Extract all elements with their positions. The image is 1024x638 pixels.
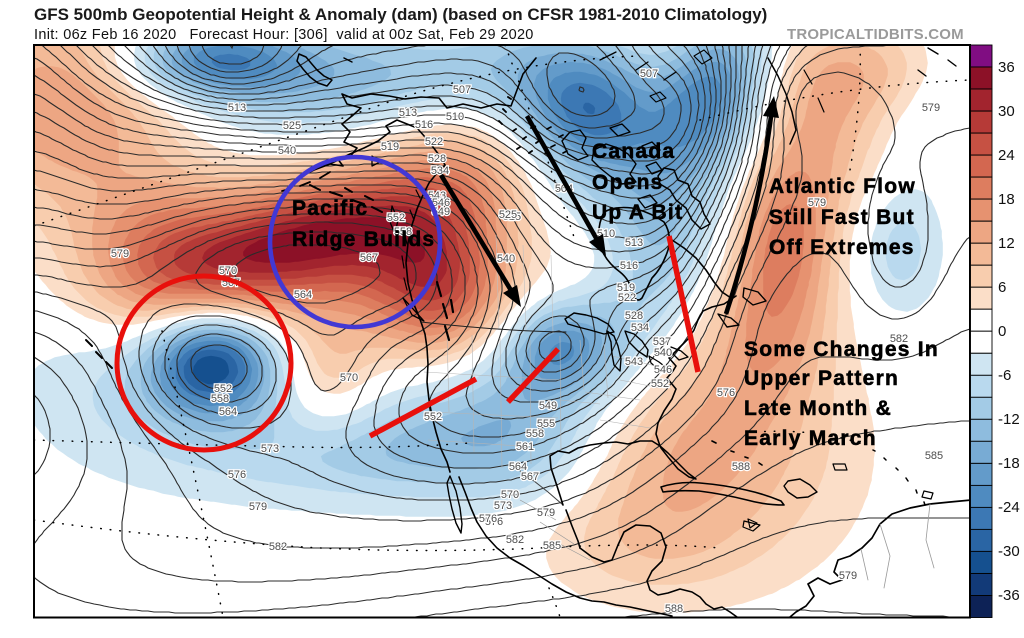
svg-text:564: 564	[219, 406, 237, 418]
svg-text:513: 513	[228, 102, 246, 114]
svg-text:528: 528	[428, 153, 446, 165]
svg-text:573: 573	[261, 443, 279, 455]
svg-text:534: 534	[631, 322, 649, 334]
svg-text:Opens: Opens	[592, 171, 664, 194]
svg-text:513: 513	[399, 107, 417, 119]
svg-text:579: 579	[922, 102, 940, 114]
svg-text:588: 588	[732, 461, 750, 473]
svg-text:552: 552	[651, 378, 669, 390]
svg-text:Init: 06z Feb 16 2020 Foreca: Init: 06z Feb 16 2020 Forecast Hour: [30…	[34, 27, 534, 43]
svg-text:GFS 500mb Geopotential Height: GFS 500mb Geopotential Height & Anomaly …	[34, 5, 767, 24]
svg-text:579: 579	[839, 570, 857, 582]
svg-text:-30: -30	[998, 543, 1020, 560]
svg-text:Late Month &: Late Month &	[744, 397, 892, 420]
svg-text:540: 540	[278, 145, 296, 157]
svg-text:561: 561	[516, 441, 534, 453]
svg-text:522: 522	[425, 136, 443, 148]
svg-text:585: 585	[925, 450, 943, 462]
svg-text:TROPICALTIDBITS.COM: TROPICALTIDBITS.COM	[787, 26, 964, 43]
svg-text:Atlantic Flow: Atlantic Flow	[769, 175, 916, 198]
svg-text:582: 582	[506, 534, 524, 546]
svg-text:552: 552	[387, 212, 405, 224]
svg-text:525: 525	[283, 120, 301, 132]
svg-text:24: 24	[998, 147, 1015, 164]
svg-text:519: 519	[617, 282, 635, 294]
svg-text:Ridge Builds: Ridge Builds	[292, 228, 435, 251]
svg-text:582: 582	[269, 541, 287, 553]
svg-text:579: 579	[537, 507, 555, 519]
svg-text:564: 564	[509, 461, 527, 473]
svg-text:Pacific: Pacific	[292, 197, 368, 220]
svg-text:519: 519	[381, 141, 399, 153]
svg-text:522: 522	[618, 292, 636, 304]
svg-text:552: 552	[424, 411, 442, 423]
svg-text:579: 579	[808, 197, 826, 209]
svg-text:0: 0	[998, 323, 1006, 340]
svg-text:549: 549	[539, 400, 557, 412]
svg-text:570: 570	[219, 265, 237, 277]
svg-text:534: 534	[431, 165, 449, 177]
svg-text:576: 576	[228, 469, 246, 481]
svg-text:576: 576	[485, 516, 503, 528]
svg-text:-24: -24	[998, 499, 1020, 516]
svg-text:564: 564	[294, 289, 312, 301]
svg-text:555: 555	[537, 418, 555, 430]
svg-text:-6: -6	[998, 367, 1011, 384]
svg-text:588: 588	[665, 603, 683, 615]
svg-text:-18: -18	[998, 455, 1020, 472]
svg-text:546: 546	[654, 364, 672, 376]
svg-text:576: 576	[717, 387, 735, 399]
svg-text:-36: -36	[998, 587, 1020, 604]
svg-text:579: 579	[249, 501, 267, 513]
svg-text:525: 525	[499, 209, 517, 221]
svg-text:Some Changes In: Some Changes In	[744, 338, 939, 361]
svg-text:543: 543	[625, 356, 643, 368]
svg-text:507: 507	[640, 68, 658, 80]
svg-text:513: 513	[625, 237, 643, 249]
svg-text:528: 528	[625, 310, 643, 322]
svg-text:576: 576	[479, 513, 497, 525]
svg-text:Upper Pattern: Upper Pattern	[744, 367, 899, 390]
svg-text:12: 12	[998, 235, 1015, 252]
svg-text:30: 30	[998, 103, 1015, 120]
svg-text:Early March: Early March	[744, 427, 877, 450]
svg-text:540: 540	[497, 253, 515, 265]
svg-text:570: 570	[340, 372, 358, 384]
svg-text:-12: -12	[998, 411, 1020, 428]
svg-text:516: 516	[415, 119, 433, 131]
svg-text:552: 552	[214, 383, 232, 395]
svg-text:18: 18	[998, 191, 1015, 208]
svg-text:573: 573	[494, 500, 512, 512]
svg-text:Up A Bit: Up A Bit	[592, 201, 683, 224]
svg-text:Still Fast But: Still Fast But	[769, 206, 915, 229]
svg-text:516: 516	[620, 260, 638, 272]
svg-text:558: 558	[211, 393, 229, 405]
svg-text:36: 36	[998, 59, 1015, 76]
svg-text:Off Extremes: Off Extremes	[769, 236, 915, 259]
svg-text:Canada: Canada	[592, 140, 675, 163]
svg-text:558: 558	[526, 428, 544, 440]
svg-text:525: 525	[503, 211, 521, 223]
svg-text:558: 558	[394, 226, 412, 238]
svg-text:579: 579	[111, 248, 129, 260]
svg-text:546: 546	[432, 197, 450, 209]
svg-text:537: 537	[653, 336, 671, 348]
svg-text:582: 582	[890, 333, 908, 345]
svg-text:6: 6	[998, 279, 1006, 296]
svg-text:540: 540	[654, 347, 672, 359]
svg-text:567: 567	[360, 252, 378, 264]
svg-text:507: 507	[453, 84, 471, 96]
svg-text:567: 567	[521, 471, 539, 483]
svg-text:570: 570	[501, 489, 519, 501]
svg-text:543: 543	[428, 190, 446, 202]
svg-text:585: 585	[543, 540, 561, 552]
svg-text:510: 510	[446, 111, 464, 123]
